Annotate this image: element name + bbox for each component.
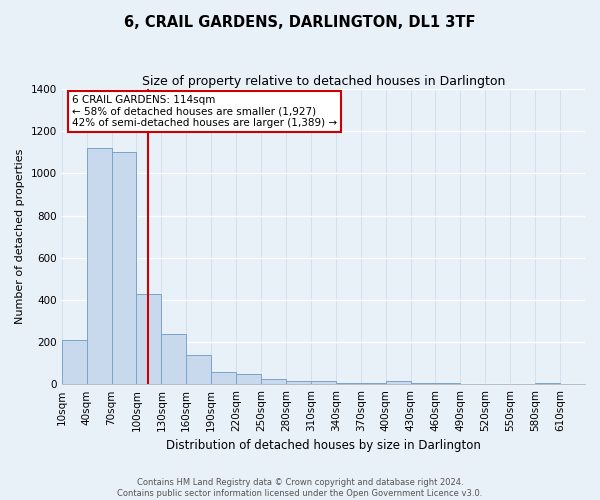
Bar <box>62 340 86 384</box>
Bar <box>211 372 236 384</box>
Bar <box>136 294 161 384</box>
Y-axis label: Number of detached properties: Number of detached properties <box>15 149 25 324</box>
Bar <box>112 152 136 384</box>
Text: 6 CRAIL GARDENS: 114sqm
← 58% of detached houses are smaller (1,927)
42% of semi: 6 CRAIL GARDENS: 114sqm ← 58% of detache… <box>72 95 337 128</box>
Bar <box>386 381 410 384</box>
Bar <box>86 148 112 384</box>
Bar <box>286 380 311 384</box>
Bar <box>236 374 261 384</box>
X-axis label: Distribution of detached houses by size in Darlington: Distribution of detached houses by size … <box>166 440 481 452</box>
Bar <box>261 379 286 384</box>
Text: 6, CRAIL GARDENS, DARLINGTON, DL1 3TF: 6, CRAIL GARDENS, DARLINGTON, DL1 3TF <box>124 15 476 30</box>
Bar <box>311 381 336 384</box>
Title: Size of property relative to detached houses in Darlington: Size of property relative to detached ho… <box>142 75 505 88</box>
Text: Contains HM Land Registry data © Crown copyright and database right 2024.
Contai: Contains HM Land Registry data © Crown c… <box>118 478 482 498</box>
Bar <box>186 355 211 384</box>
Bar <box>161 334 186 384</box>
